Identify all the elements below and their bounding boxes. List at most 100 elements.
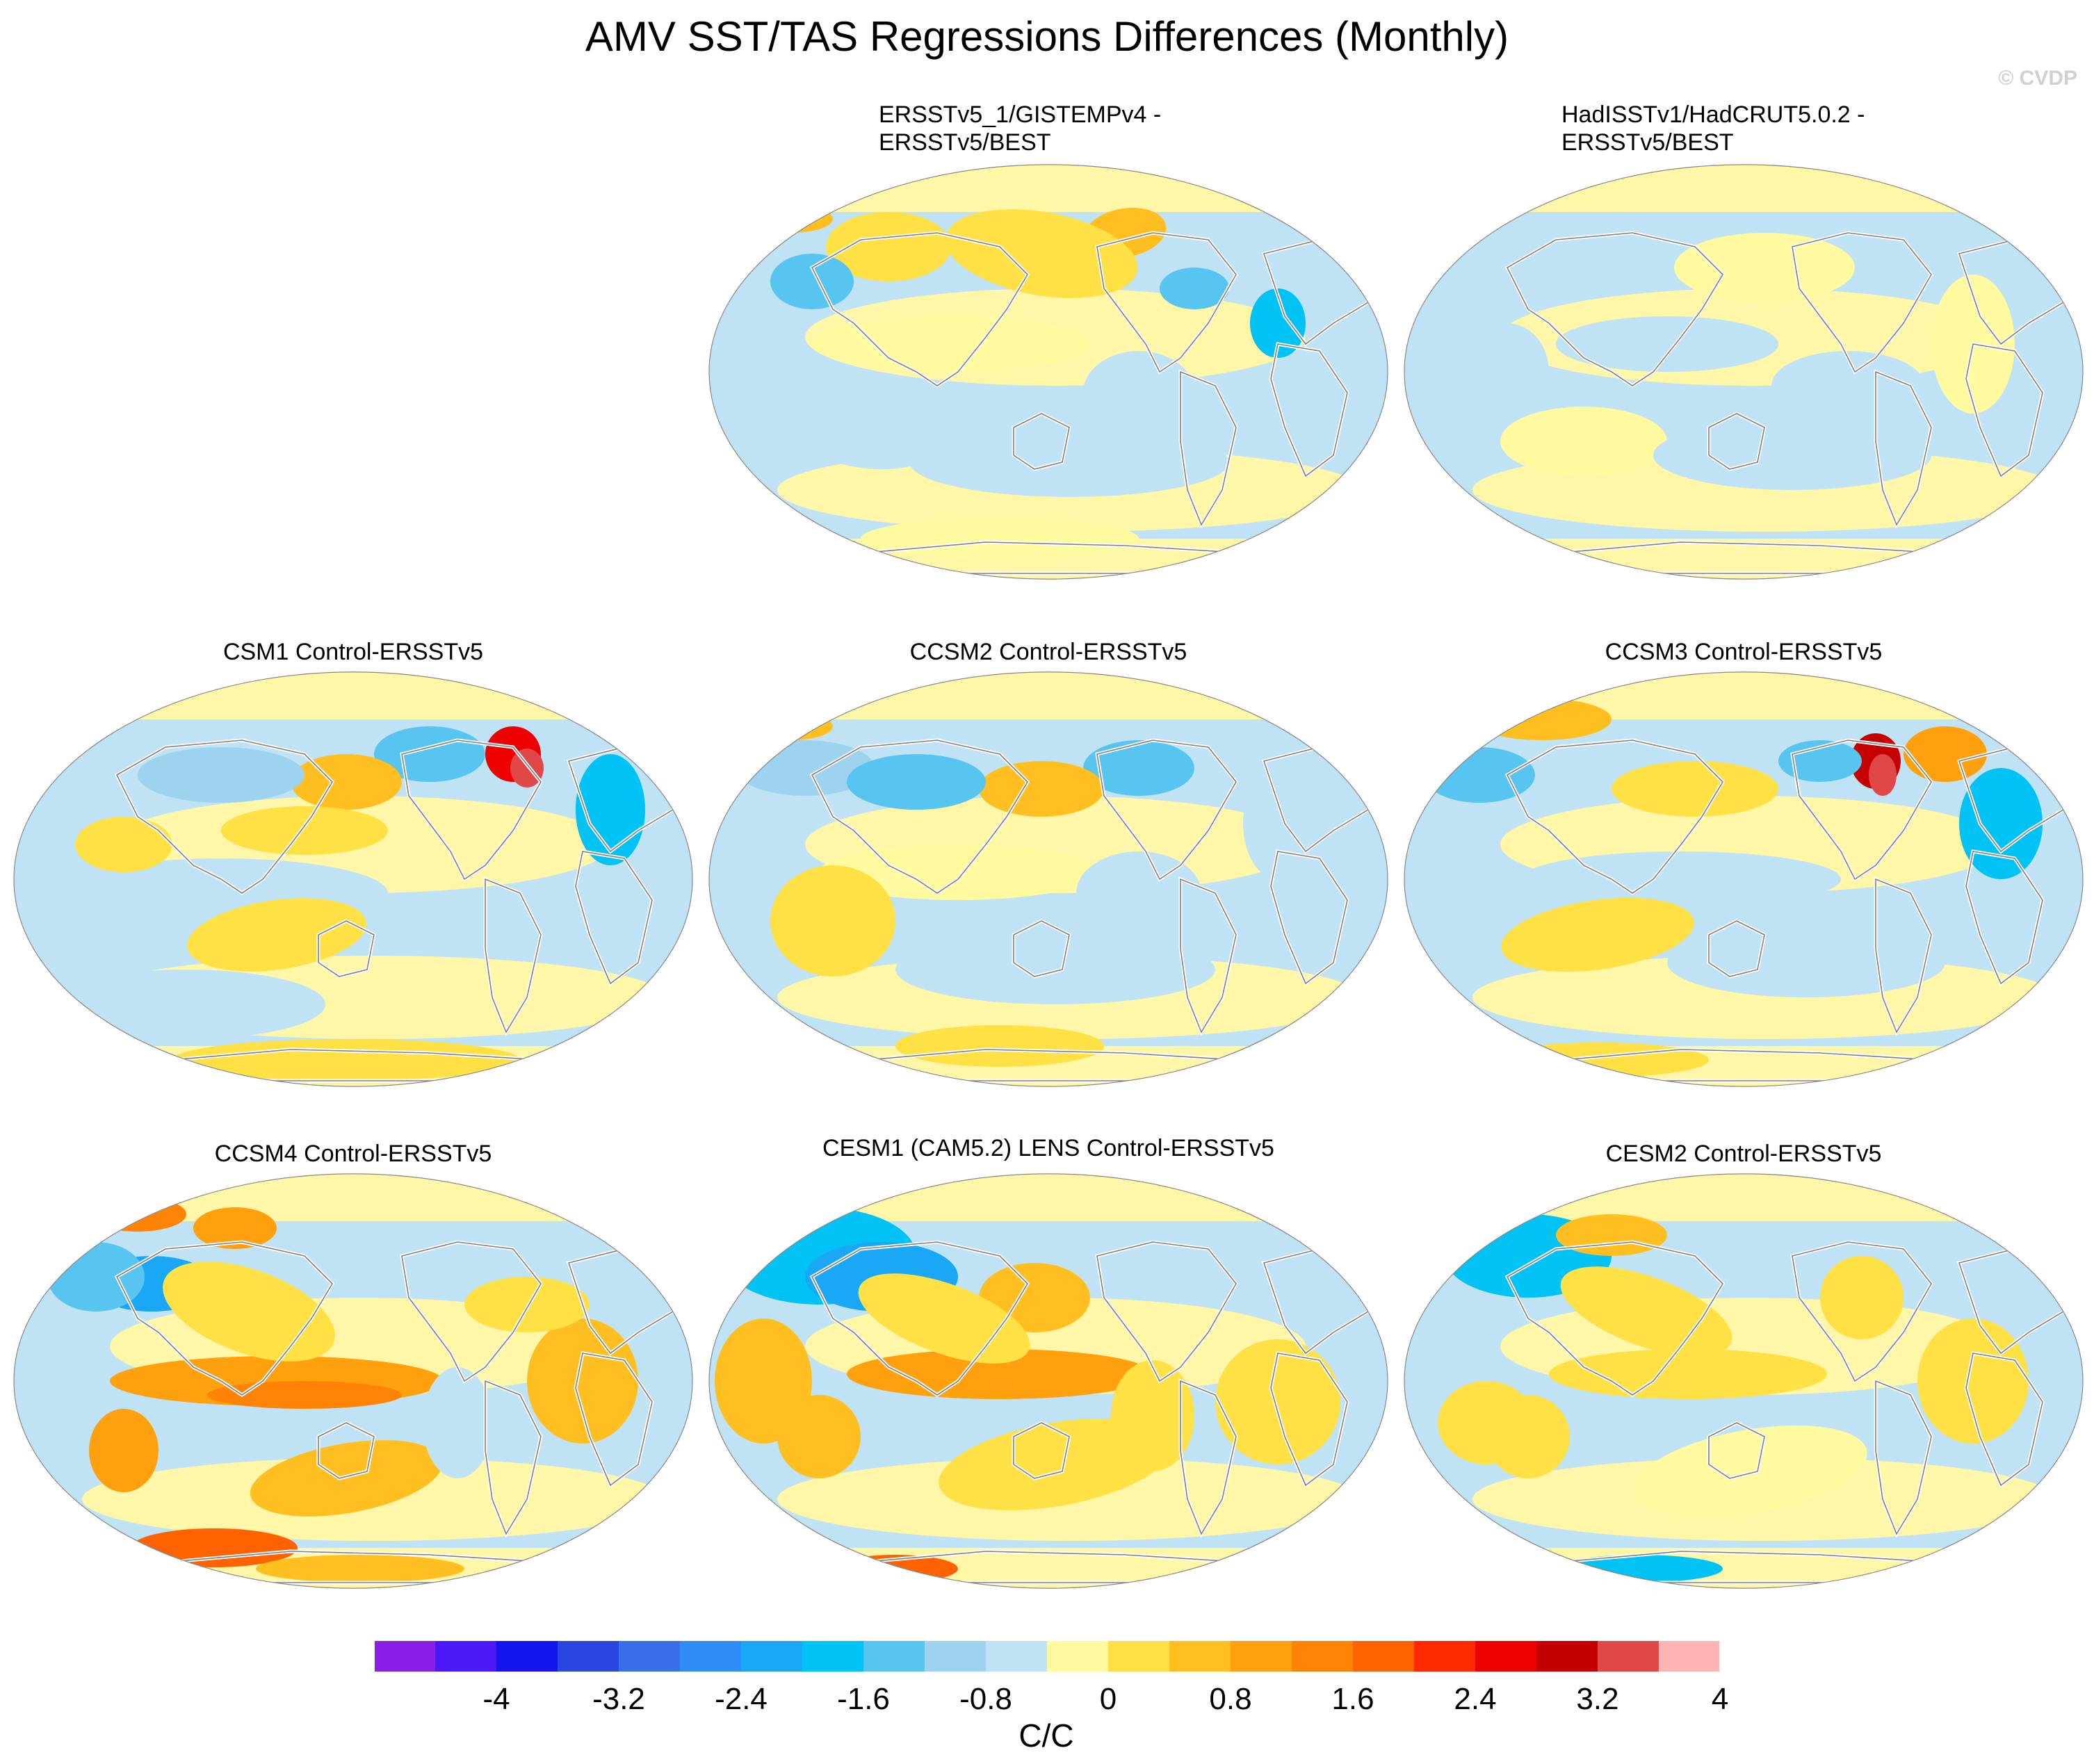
coastline (1013, 1422, 1070, 1479)
colorbar-swatch (1536, 1640, 1598, 1672)
panel-ccsm2: CCSM2 Control-ERSSTv5 (708, 632, 1389, 1091)
coastline (1180, 878, 1237, 1034)
map-border (708, 1173, 1388, 1589)
anomaly-band (708, 164, 1388, 212)
colorbar-swatch (1414, 1640, 1476, 1672)
map (1404, 671, 2084, 1087)
anomaly-region (172, 1039, 520, 1081)
anomaly-region (1501, 897, 1694, 972)
colorbar-tick-label: 0.8 (1209, 1682, 1252, 1716)
anomaly-region (1486, 1043, 1709, 1077)
anomaly-band (1404, 671, 2084, 719)
map-border (1404, 164, 2084, 580)
coastline (1792, 1241, 1932, 1382)
coastline (1875, 1380, 1932, 1535)
colorbar-tick-label: 2.4 (1454, 1682, 1497, 1716)
coastline (1096, 232, 1237, 373)
panel-csm1: CSM1 Control-ERSSTv5 (13, 632, 694, 1091)
panel-ersstv5-gistemp: ERSSTv5_1/GISTEMPv4 - ERSSTv5/BEST (708, 97, 1389, 584)
panel-ccsm4: CCSM4 Control-ERSSTv5 (13, 1134, 694, 1593)
anomaly-region (770, 865, 895, 977)
map (13, 671, 693, 1087)
anomaly-region (847, 754, 986, 810)
colorbar-swatch (1231, 1640, 1292, 1672)
anomaly-region (163, 1261, 335, 1362)
watermark: © CVDP (1998, 67, 2077, 90)
map-border (708, 671, 1388, 1087)
coastline (485, 1380, 542, 1535)
colorbar-tick-label: 4 (1711, 1682, 1729, 1716)
anomaly-region (89, 1409, 159, 1492)
coastline (811, 740, 1029, 894)
anomaly-region (1674, 233, 1855, 302)
coastline (1965, 343, 2043, 477)
anomaly-region (812, 316, 1090, 372)
coastline (1875, 370, 1932, 526)
panel-title: CCSM3 Control-ERSSTv5 (1605, 639, 1883, 665)
anomaly-region (895, 1025, 1104, 1067)
panel-cesm1-lens: CESM1 (CAM5.2) LENS Control-ERSSTv5 (708, 1129, 1389, 1593)
anomaly-region (193, 1207, 277, 1249)
colorbar-swatch (863, 1640, 925, 1672)
map-border (13, 1173, 693, 1589)
coastline (1013, 413, 1070, 470)
map-border (13, 671, 693, 1087)
coastline (485, 878, 542, 1034)
colorbar-swatch (925, 1640, 987, 1672)
coastline (1965, 1353, 2043, 1487)
anomaly-region (1869, 754, 1897, 796)
anomaly-region (819, 844, 1097, 900)
coastline (401, 1241, 542, 1382)
anomaly-region (1472, 699, 1612, 740)
colorbar-swatch (558, 1640, 619, 1672)
colorbar-swatch (1108, 1640, 1170, 1672)
coastline (811, 1241, 1029, 1396)
colorbar-swatch (986, 1640, 1048, 1672)
anomaly-region (1612, 761, 1778, 817)
coastline (115, 740, 334, 894)
anomaly-region (1904, 726, 1987, 782)
coastline (1792, 740, 1932, 881)
coastline (1708, 413, 1765, 470)
colorbar-swatch (680, 1640, 742, 1672)
coastline (811, 232, 1029, 386)
colorbar-swatch (741, 1640, 803, 1672)
colorbar-tick-label: -3.2 (592, 1682, 645, 1716)
anomaly-region (1215, 1339, 1340, 1464)
coastline (318, 920, 375, 977)
anomaly-band (1404, 1173, 2084, 1221)
anomaly-band (1404, 164, 2084, 212)
panel-title: ERSSTv5_1/GISTEMPv4 - ERSSTv5/BEST (879, 101, 1162, 156)
coastline (1180, 1380, 1237, 1535)
panel-title: CCSM2 Control-ERSSTv5 (909, 639, 1187, 665)
colorbar-swatch (619, 1640, 681, 1672)
anomaly-region (1243, 768, 1313, 879)
panel-title: HadISSTv1/HadCRUT5.0.2 - ERSSTv5/BEST (1561, 101, 1865, 156)
anomaly-region (945, 209, 1138, 298)
colorbar-tick-label: -2.4 (715, 1682, 768, 1716)
coastline (1506, 232, 1724, 386)
coastline (1270, 343, 1348, 477)
colorbar-swatch (374, 1640, 436, 1672)
anomaly-region (826, 212, 951, 281)
coastline (318, 1422, 375, 1479)
anomaly-region (861, 518, 1139, 560)
colorbar-swatch (435, 1640, 497, 1672)
colorbar-swatch (1292, 1640, 1354, 1672)
map-border (1404, 671, 2084, 1087)
colorbar-tick-label: 1.6 (1331, 1682, 1374, 1716)
anomaly-region (1083, 740, 1194, 796)
colorbar-swatch (1169, 1640, 1231, 1672)
coastline (1013, 920, 1070, 977)
colorbar-units: C/C (1018, 1717, 1074, 1754)
coastline (1875, 878, 1932, 1034)
anomaly-region (1160, 268, 1229, 309)
coastline (1965, 851, 2043, 985)
coastline (401, 740, 542, 881)
colorbar-swatch (1598, 1640, 1659, 1672)
anomaly-region (749, 205, 833, 233)
anomaly-region (1438, 1381, 1535, 1464)
panel-cesm2: CESM2 Control-ERSSTv5 (1403, 1134, 2084, 1593)
anomaly-region (1917, 1318, 2029, 1444)
map-border (1404, 1173, 2084, 1589)
